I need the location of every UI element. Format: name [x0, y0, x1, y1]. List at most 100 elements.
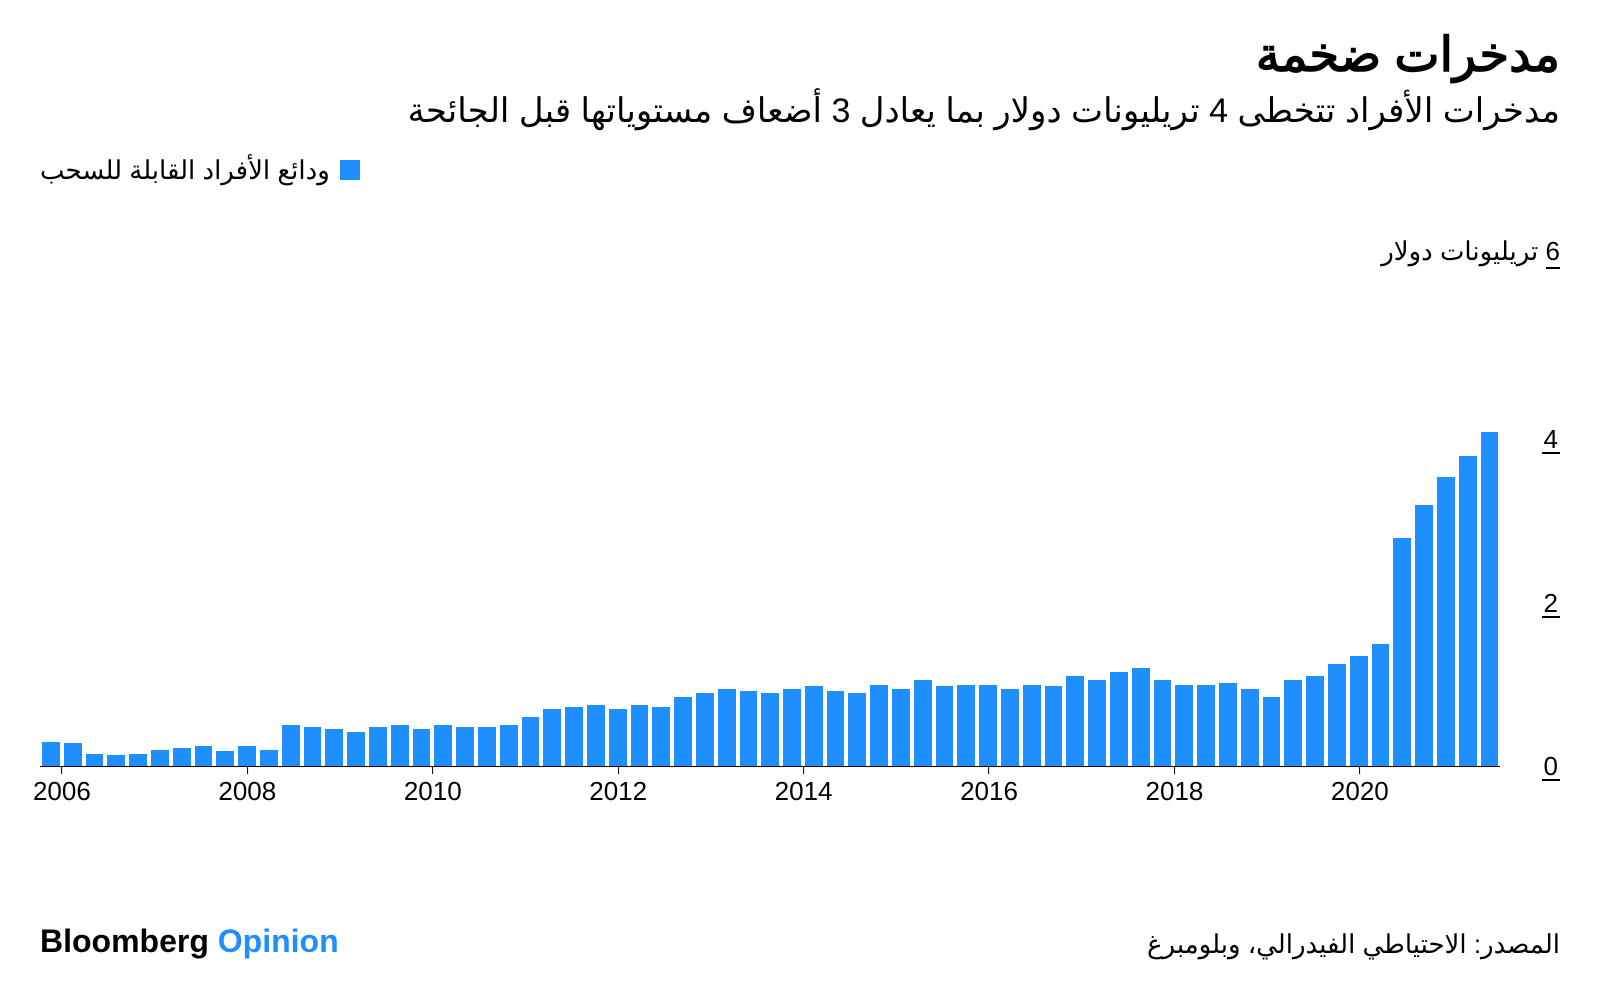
- chart-container: مدخرات ضخمة مدخرات الأفراد تتخطى 4 تريلي…: [0, 0, 1600, 994]
- y-axis-unit-text: تريليونات دولار: [1381, 236, 1545, 266]
- x-tick-mark: [247, 766, 248, 774]
- x-tick-label: 2006: [33, 776, 91, 807]
- source-text: المصدر: الاحتياطي الفيدرالي، وبلومبرغ: [1147, 929, 1560, 960]
- bar: [347, 732, 365, 766]
- bar: [587, 705, 605, 766]
- y-tick: 4: [1504, 426, 1560, 454]
- bar: [805, 686, 823, 766]
- x-tick-label: 2020: [1331, 776, 1389, 807]
- bar: [892, 689, 910, 766]
- bar: [914, 680, 932, 766]
- x-tick-label: 2014: [775, 776, 833, 807]
- bar: [827, 691, 845, 766]
- bar: [936, 686, 954, 766]
- chart-legend: ودائع الأفراد القابلة للسحب: [40, 155, 1560, 186]
- x-tick: 2008: [218, 766, 276, 807]
- bar: [1154, 680, 1172, 766]
- bar: [1175, 685, 1193, 766]
- x-tick-mark: [1174, 766, 1175, 774]
- bar: [413, 729, 431, 766]
- bar: [522, 717, 540, 766]
- bar: [1045, 686, 1063, 766]
- x-tick-mark: [1359, 766, 1360, 774]
- x-tick-label: 2018: [1145, 776, 1203, 807]
- bars-group: [40, 277, 1500, 766]
- bar: [325, 729, 343, 766]
- chart-subtitle: مدخرات الأفراد تتخطى 4 تريليونات دولار ب…: [40, 89, 1560, 133]
- bar: [718, 689, 736, 766]
- bar: [1197, 685, 1215, 766]
- y-tick: 0: [1504, 753, 1560, 781]
- bar: [1001, 689, 1019, 766]
- x-tick-mark: [61, 766, 62, 774]
- bar: [216, 751, 234, 766]
- x-tick: 2016: [960, 766, 1018, 807]
- x-tick: 2012: [589, 766, 647, 807]
- plot-area: [40, 277, 1500, 767]
- x-tick: 2014: [775, 766, 833, 807]
- bar: [282, 725, 300, 766]
- bar: [129, 754, 147, 766]
- bar: [761, 693, 779, 766]
- bar: [1284, 680, 1302, 766]
- bar: [783, 689, 801, 766]
- bar: [260, 750, 278, 766]
- x-tick: 2018: [1145, 766, 1203, 807]
- bar: [86, 754, 104, 766]
- bar: [652, 707, 670, 766]
- x-axis-ticks: 20062008201020122014201620182020: [40, 771, 1500, 807]
- y-tick: 2: [1504, 590, 1560, 618]
- bar: [696, 693, 714, 766]
- y-axis-unit-number: 6: [1546, 236, 1560, 269]
- bar: [391, 725, 409, 766]
- bar: [1328, 664, 1346, 766]
- x-tick: 2006: [33, 766, 91, 807]
- bar: [456, 727, 474, 766]
- bar: [434, 725, 452, 766]
- legend-label: ودائع الأفراد القابلة للسحب: [40, 155, 330, 186]
- x-tick-mark: [803, 766, 804, 774]
- brand-part1: Bloomberg: [40, 923, 209, 959]
- bar: [500, 725, 518, 766]
- x-tick-label: 2016: [960, 776, 1018, 807]
- bar: [609, 709, 627, 766]
- bar: [173, 748, 191, 766]
- x-tick-label: 2008: [218, 776, 276, 807]
- chart-title: مدخرات ضخمة: [40, 30, 1560, 83]
- x-tick-mark: [432, 766, 433, 774]
- bar: [304, 727, 322, 766]
- bar: [42, 742, 60, 766]
- bar: [957, 685, 975, 766]
- bar: [195, 746, 213, 766]
- bar: [1110, 672, 1128, 766]
- y-axis-ticks: 024: [1504, 277, 1560, 767]
- x-tick: 2020: [1331, 766, 1389, 807]
- bar: [979, 685, 997, 766]
- bar: [64, 743, 82, 766]
- bar: [151, 750, 169, 766]
- bar: [848, 693, 866, 766]
- bar: [870, 685, 888, 766]
- bar: [1132, 668, 1150, 766]
- x-tick-label: 2012: [589, 776, 647, 807]
- bar: [740, 691, 758, 766]
- y-tick-label: 4: [1542, 426, 1560, 454]
- y-axis-unit: 6 تريليونات دولار: [40, 236, 1560, 269]
- chart-footer: Bloomberg Opinion المصدر: الاحتياطي الفي…: [40, 923, 1560, 960]
- x-tick-label: 2010: [404, 776, 462, 807]
- bar: [1459, 456, 1477, 766]
- y-tick-label: 2: [1542, 590, 1560, 618]
- bar: [1306, 676, 1324, 766]
- bar: [1393, 538, 1411, 766]
- bar: [238, 746, 256, 766]
- x-tick-mark: [989, 766, 990, 774]
- bar: [631, 705, 649, 766]
- brand-logo: Bloomberg Opinion: [40, 923, 339, 960]
- bar: [1241, 689, 1259, 766]
- bar: [1437, 477, 1455, 766]
- bar: [1415, 505, 1433, 766]
- bar: [1372, 644, 1390, 766]
- y-tick-label: 0: [1542, 753, 1560, 781]
- bar: [543, 709, 561, 766]
- bar: [1350, 656, 1368, 766]
